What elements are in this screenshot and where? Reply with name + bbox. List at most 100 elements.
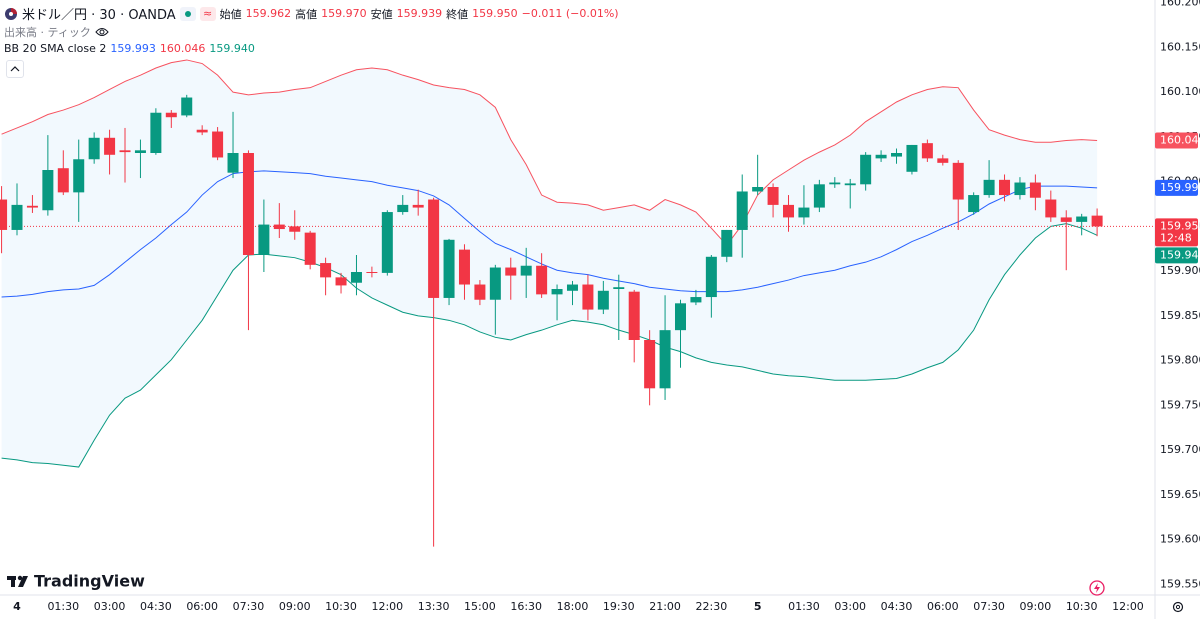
x-tick-label: 09:00 (279, 600, 311, 613)
candle-body (304, 232, 316, 265)
candle-body (597, 290, 609, 310)
countdown-label: 12:48 (1160, 231, 1192, 244)
x-tick-label: 01:30 (47, 600, 79, 613)
x-tick-label: 12:00 (1112, 600, 1144, 613)
settings-icon[interactable] (1172, 601, 1184, 613)
candle-body (366, 272, 378, 273)
candle-body (520, 265, 532, 276)
volume-label[interactable]: 出来高 · ティック (4, 26, 91, 39)
candle-body (674, 303, 686, 331)
candle-body (1076, 216, 1088, 222)
candle-body (783, 204, 795, 218)
candle-body (937, 158, 949, 163)
candle-body (566, 284, 578, 291)
symbol[interactable]: 米ドル／円 · 30 · OANDA (22, 8, 176, 23)
close-value: 159.950 (472, 7, 518, 20)
y-tick-label: 159.650 (1160, 488, 1200, 501)
candle-body (0, 199, 8, 230)
y-tick-label: 160.200 (1160, 0, 1200, 9)
y-tick-label: 160.150 (1160, 40, 1200, 53)
x-tick-label: 03:00 (834, 600, 866, 613)
bb-label[interactable]: BB 20 SMA close 2 (4, 42, 107, 55)
candle-body (659, 330, 671, 389)
price-badge-label: 159.993 (1160, 181, 1200, 194)
candle-body (443, 239, 455, 298)
candle-body (57, 168, 69, 193)
data-mode[interactable]: ≈ (199, 6, 216, 21)
alert-icon[interactable] (1089, 580, 1105, 596)
candle-body (536, 265, 548, 295)
candle-body (489, 267, 501, 300)
x-tick-label: 07:30 (973, 600, 1005, 613)
candle-body (798, 207, 810, 218)
low-label: 安値 (370, 7, 393, 21)
candle-body (736, 191, 748, 230)
candle-body (26, 205, 38, 208)
candle-body (690, 297, 702, 303)
candle-body (11, 204, 23, 230)
band-line (1, 170, 1098, 298)
x-tick-label: 07:30 (233, 600, 265, 613)
x-tick-label: 18:00 (557, 600, 589, 613)
eye-icon[interactable] (95, 26, 109, 38)
candle-body (88, 137, 100, 160)
candle-body (1060, 217, 1072, 222)
candle-body (104, 137, 116, 155)
candle-body (258, 224, 270, 255)
candle-body (767, 187, 779, 205)
x-tick-label: 04:30 (881, 600, 913, 613)
legend-volume: 出来高 · ティック (4, 24, 109, 40)
x-tick-label: 12:00 (371, 600, 403, 613)
candle-body (350, 272, 362, 283)
candle-body (752, 187, 764, 192)
candle-body (227, 153, 239, 173)
candle-body (381, 212, 393, 273)
candle-body (165, 112, 177, 118)
candle-body (134, 150, 146, 153)
legend-bb: BB 20 SMA close 2 159.993 160.046 159.94… (4, 42, 255, 55)
candle-body (968, 195, 980, 213)
y-tick-label: 159.800 (1160, 354, 1200, 367)
x-tick-label: 01:30 (788, 600, 820, 613)
candle-body (289, 226, 301, 232)
candle-body (1029, 182, 1041, 198)
candle-body (891, 153, 903, 157)
market-status[interactable] (179, 6, 196, 21)
candle-body (983, 179, 995, 196)
x-tick-label: 09:00 (1020, 600, 1052, 613)
candle-body (150, 112, 162, 153)
candle-body (952, 162, 964, 200)
candle-body (551, 289, 563, 295)
x-tick-label: 04:30 (140, 600, 172, 613)
price-badge (1155, 218, 1198, 247)
candle-body (412, 204, 424, 208)
candle-body (1014, 182, 1026, 196)
candle-body (242, 153, 254, 255)
collapse-button[interactable] (6, 60, 24, 78)
y-tick-label: 159.750 (1160, 398, 1200, 411)
logo-text: TradingView (34, 572, 145, 591)
bb-lower-value: 159.940 (209, 42, 255, 55)
high-label: 高値 (295, 7, 318, 21)
high-value: 159.970 (321, 7, 367, 20)
price-badge (1155, 132, 1198, 149)
x-tick-label: 06:00 (186, 600, 218, 613)
legend-main: 米ドル／円 · 30 · OANDA ≈ 始値 159.962 高値 159.970… (4, 4, 619, 23)
plot-area (0, 59, 1155, 547)
logo-icon (7, 575, 28, 587)
price-badge (1155, 179, 1198, 196)
candle-body (829, 182, 841, 185)
candle-body (397, 204, 409, 213)
candle-body (428, 199, 440, 298)
candle-body (181, 97, 193, 116)
y-tick-label: 159.900 (1160, 264, 1200, 277)
low-value: 159.939 (396, 7, 443, 20)
x-tick-label: 4 (13, 600, 21, 613)
x-tick-label: 22:30 (696, 600, 728, 613)
open-value: 159.962 (245, 7, 292, 20)
candle-body (582, 284, 594, 310)
x-tick-label: 10:30 (325, 600, 357, 613)
candle-body (613, 287, 625, 289)
